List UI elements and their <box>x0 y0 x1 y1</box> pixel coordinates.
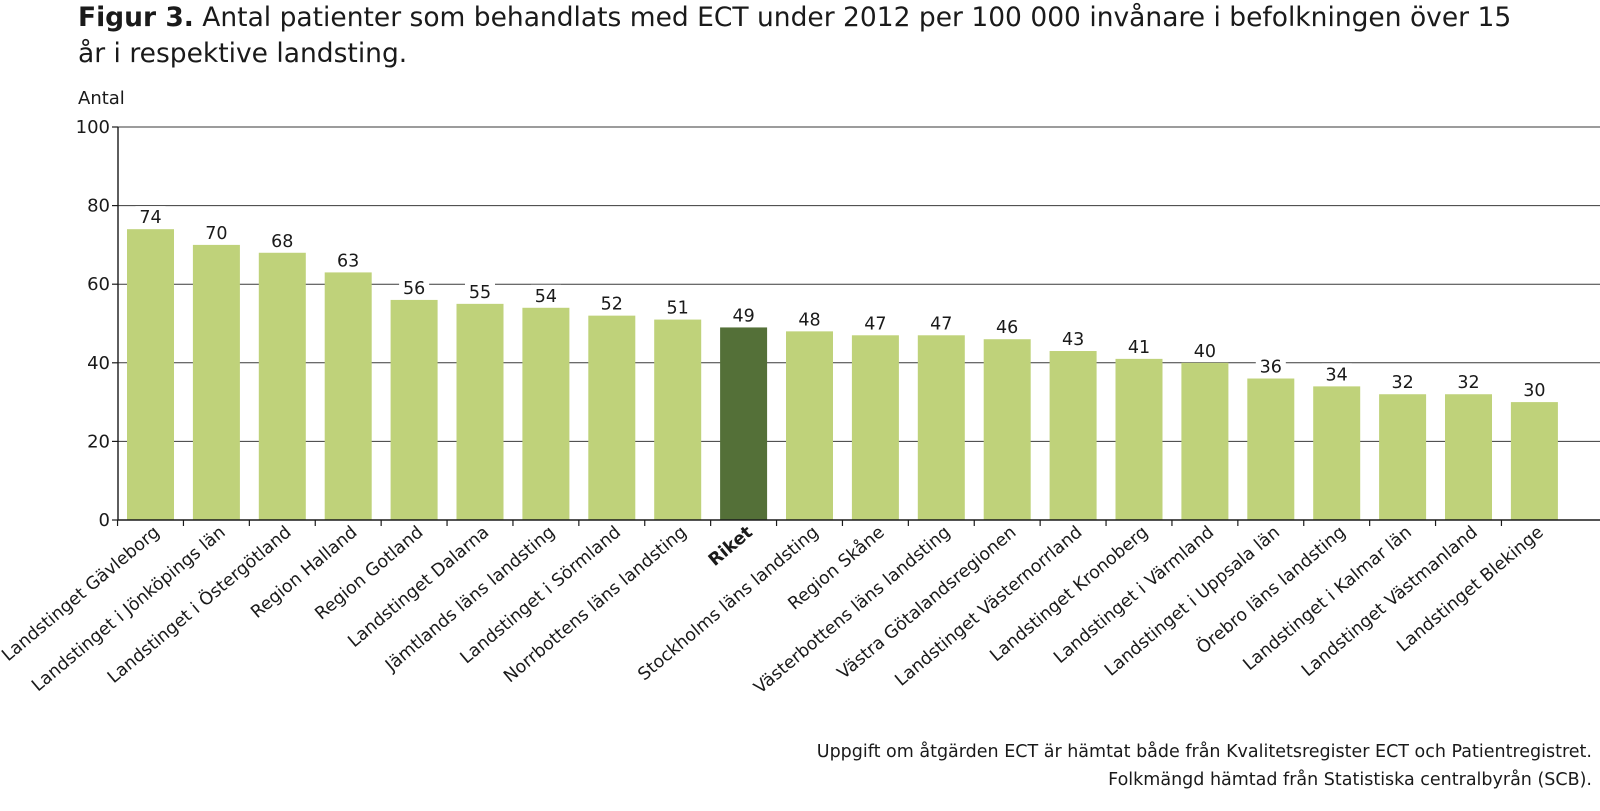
bar <box>192 244 240 520</box>
data-label: 68 <box>271 232 293 252</box>
bar <box>1181 362 1229 520</box>
data-label-bg <box>794 308 825 329</box>
y-tick-label: 20 <box>87 431 110 452</box>
data-label-bg <box>1124 335 1154 356</box>
data-label-bg <box>399 276 430 297</box>
data-label: 34 <box>1326 365 1348 385</box>
bar <box>1313 386 1361 520</box>
data-label: 63 <box>337 251 359 271</box>
data-label-bg <box>465 280 495 301</box>
data-label-bg <box>201 221 232 242</box>
bar <box>1247 378 1295 520</box>
figure-label: Figur 3. <box>78 2 194 33</box>
category-label: Riket <box>705 523 757 571</box>
data-label: 56 <box>403 279 425 299</box>
data-label: 30 <box>1523 381 1545 401</box>
data-label-bg <box>333 249 364 270</box>
bar <box>456 303 504 520</box>
bar <box>588 315 636 520</box>
data-label-bg <box>860 312 891 333</box>
axes: Antal 0 20 40 60 80 100 <box>76 88 1600 531</box>
y-tick-label: 40 <box>87 353 110 374</box>
bar <box>522 307 570 520</box>
data-label: 32 <box>1457 373 1479 393</box>
data-label-bg <box>1453 371 1484 392</box>
data-label: 41 <box>1128 338 1150 358</box>
data-label: 74 <box>139 208 161 228</box>
data-label-bg <box>596 292 627 313</box>
bar <box>127 229 174 520</box>
data-label-bg <box>1519 379 1550 400</box>
title-text: Antal patienter som behandlats med ECT u… <box>78 2 1512 69</box>
data-label-bg <box>1189 339 1220 360</box>
y-tick-label: 60 <box>87 274 110 295</box>
data-label-bg <box>267 229 298 250</box>
data-label: 47 <box>930 314 952 334</box>
data-label-bg <box>1255 355 1286 376</box>
bar <box>1379 394 1427 520</box>
data-label-bg <box>992 316 1023 337</box>
chart-title: Figur 3. Antal patienter som behandlats … <box>78 0 1518 72</box>
y-axis-label: Antal <box>78 88 125 109</box>
data-label: 46 <box>996 318 1018 338</box>
data-label: 51 <box>667 299 689 319</box>
bar <box>983 339 1031 520</box>
data-label-bg <box>662 296 693 317</box>
data-label: 49 <box>732 306 754 326</box>
bar <box>1049 351 1097 520</box>
bar <box>258 252 306 520</box>
bar <box>786 331 833 520</box>
bar <box>851 335 899 520</box>
bars <box>127 229 1558 520</box>
y-tick-label: 100 <box>76 117 110 138</box>
data-labels: 74 70 68 63 56 55 54 52 51 49 48 47 47 46 43 41 40 36 34 32… <box>135 206 1550 401</box>
y-tick-label: 0 <box>99 510 110 531</box>
bar <box>390 299 438 520</box>
data-label: 55 <box>469 283 491 303</box>
data-label-bg <box>1321 363 1352 384</box>
data-label: 32 <box>1391 373 1413 393</box>
data-label-bg <box>530 284 561 305</box>
bar <box>1445 394 1492 520</box>
data-label-bg <box>728 304 759 325</box>
data-label: 52 <box>601 295 623 315</box>
data-label: 54 <box>535 287 557 307</box>
data-label-bg <box>1058 328 1089 349</box>
data-label: 48 <box>798 310 820 330</box>
bar <box>654 319 702 520</box>
data-label-bg <box>1387 371 1418 392</box>
bar <box>917 335 965 520</box>
data-label-bg <box>926 312 957 333</box>
data-label: 47 <box>864 314 886 334</box>
data-label: 43 <box>1062 330 1084 350</box>
data-label: 40 <box>1194 342 1216 362</box>
data-label: 70 <box>205 224 227 244</box>
bar <box>1115 358 1163 520</box>
data-label: 36 <box>1260 358 1282 378</box>
bar <box>324 272 372 520</box>
bar-highlight <box>720 327 768 520</box>
data-label-bg <box>135 206 166 227</box>
source-note-1: Uppgift om åtgärden ECT är hämtat både f… <box>816 742 1592 762</box>
y-tick-label: 80 <box>87 196 110 217</box>
source-note-2: Folkmängd hämtad från Statistiska centra… <box>1108 770 1592 790</box>
bar <box>1510 402 1558 520</box>
